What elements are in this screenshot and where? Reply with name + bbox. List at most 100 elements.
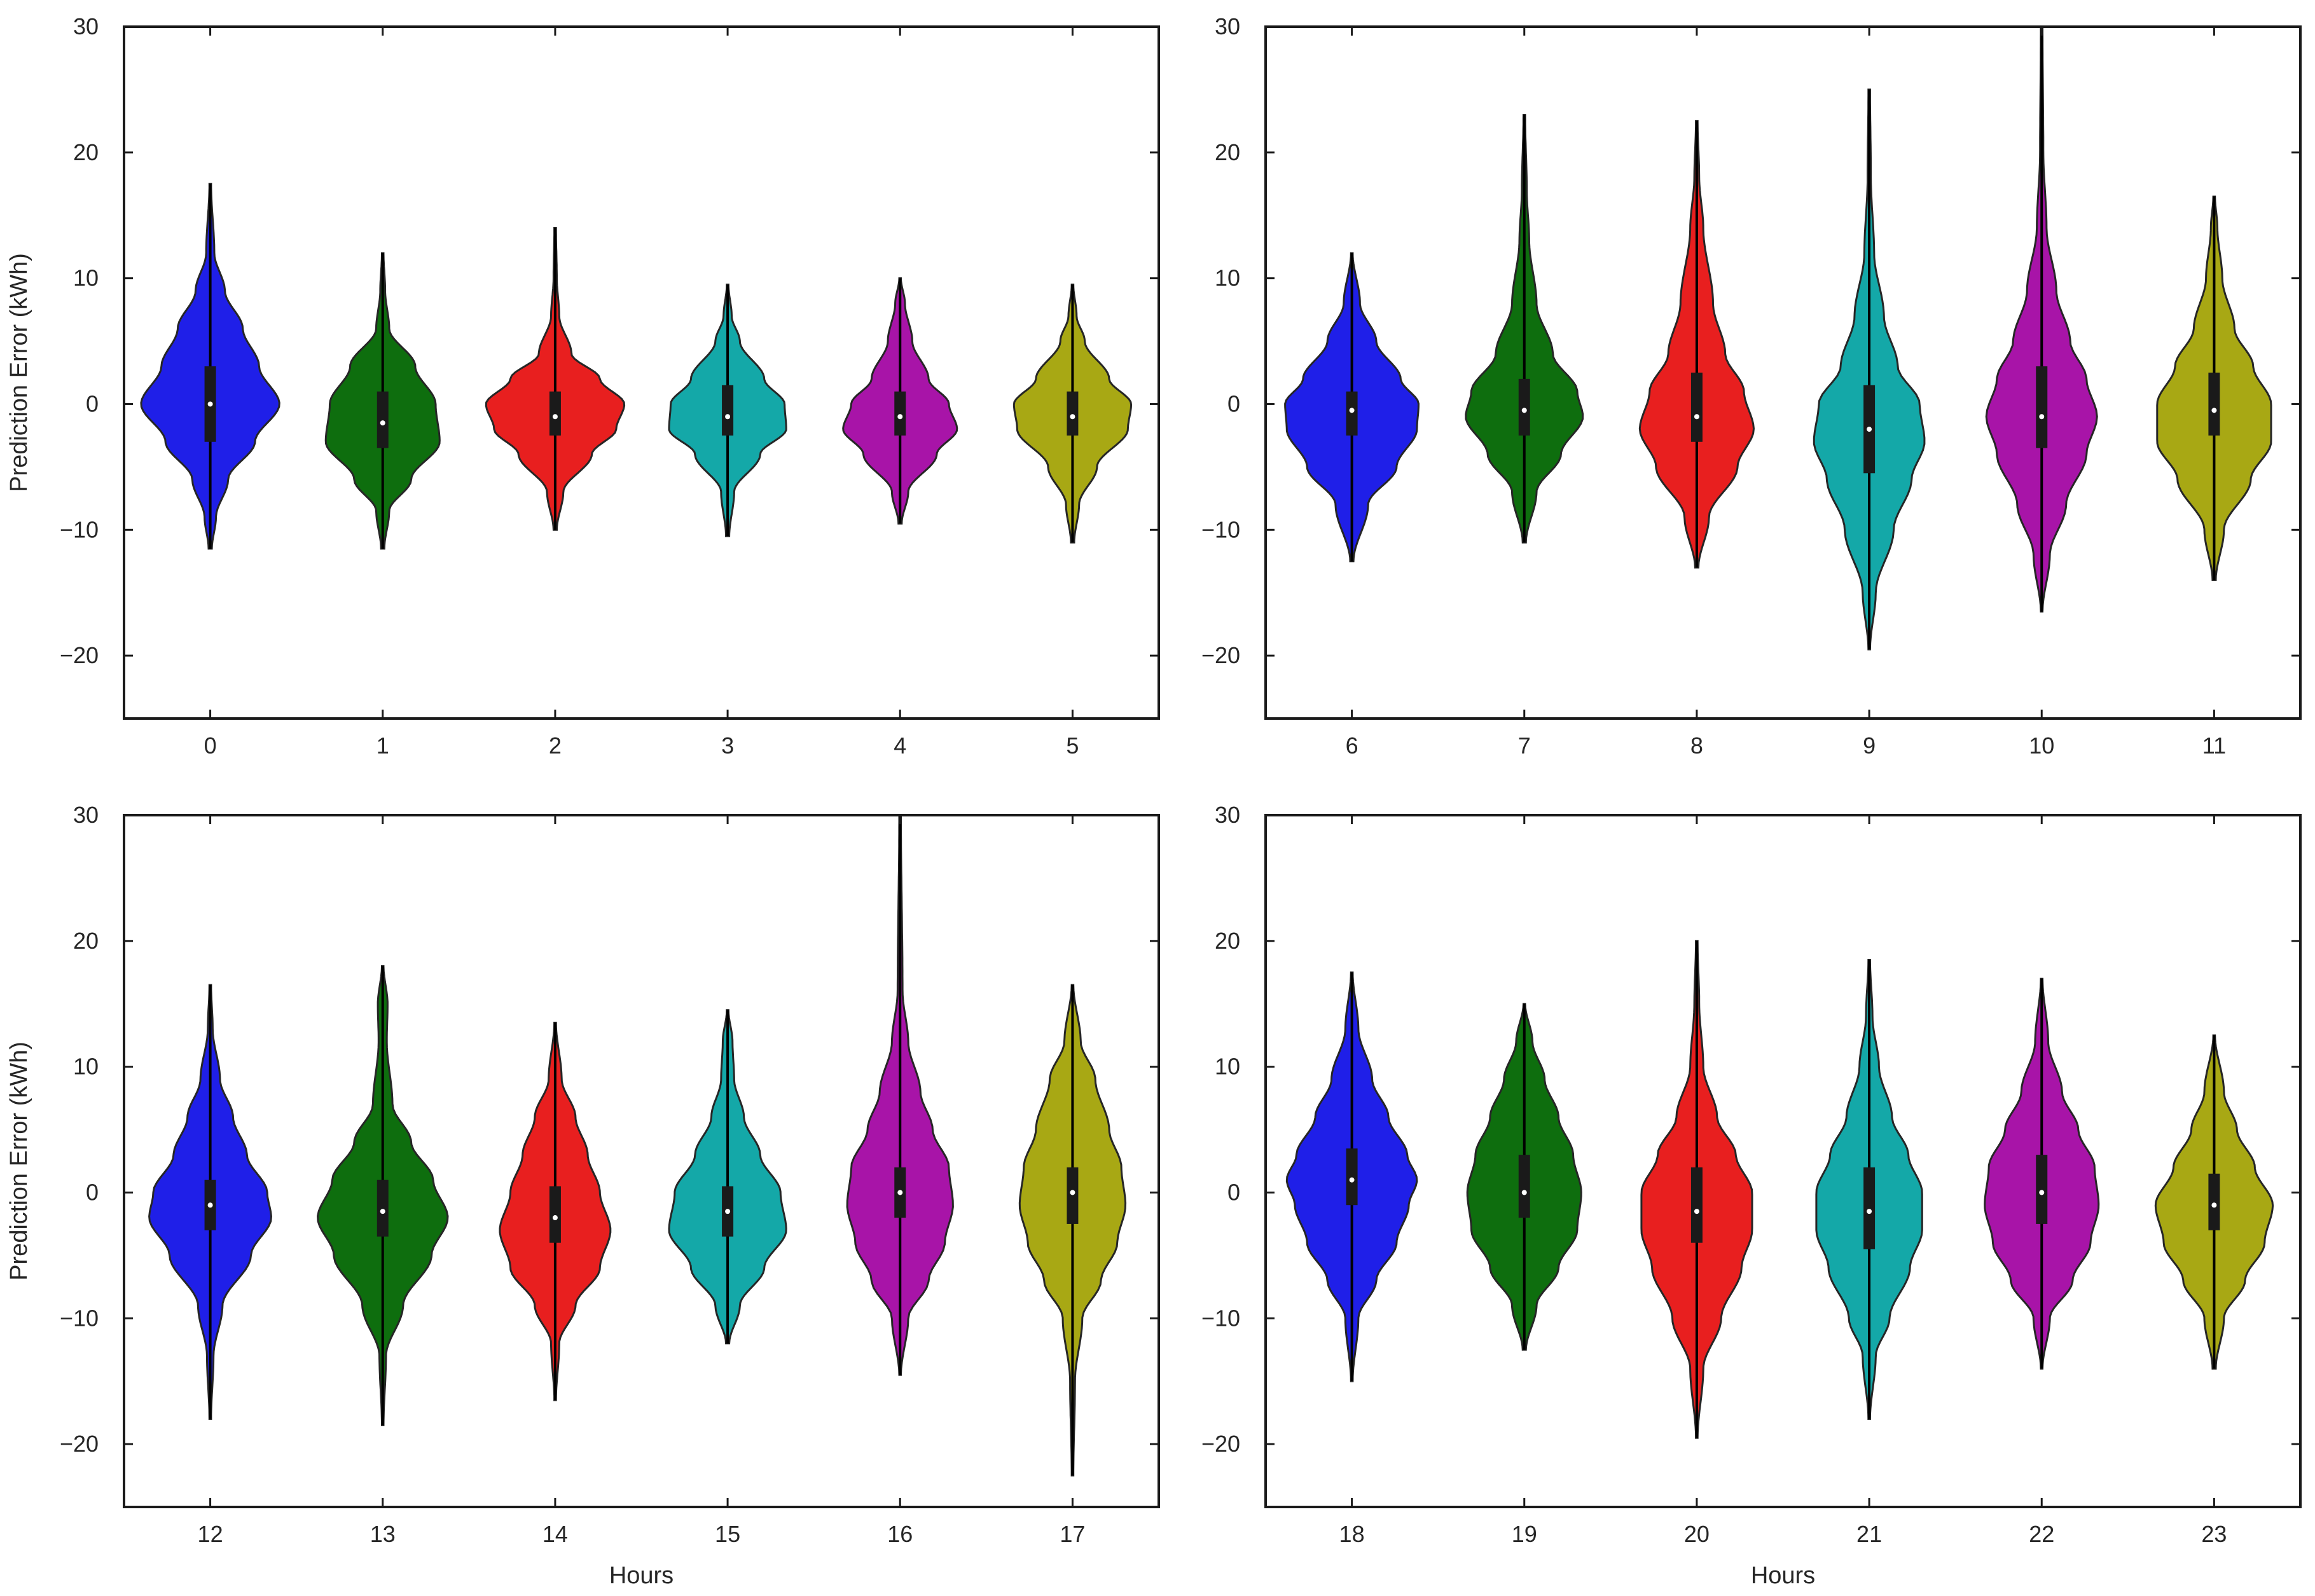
x-tick-label: 8: [1690, 733, 1703, 759]
median-dot-0: [207, 401, 213, 407]
plot-area: [124, 815, 1159, 1507]
median-dot-16: [897, 1190, 903, 1195]
plot-frame: [123, 25, 1160, 720]
iqr-box-21: [1863, 1167, 1876, 1249]
y-tick-label: 0: [86, 1179, 99, 1205]
panel-1: −20 −10 0 10 20 30 0 1 2 3 4 5 Prediction Error (kWh…: [6, 13, 1160, 759]
y-axis-label: Prediction Error (kWh): [6, 253, 32, 492]
y-tick-label: 10: [1215, 265, 1240, 291]
plot-area: [1266, 815, 2300, 1507]
y-tick-label: −10: [1201, 516, 1240, 542]
x-tick-label: 0: [204, 733, 217, 759]
y-tick-label: −20: [60, 1431, 99, 1457]
x-tick-label: 19: [1512, 1521, 1537, 1547]
x-tick-label: 3: [721, 733, 734, 759]
y-tick-label: 20: [1215, 139, 1240, 165]
median-dot-13: [380, 1209, 385, 1214]
x-tick-label: 23: [2201, 1521, 2227, 1547]
iqr-box-7: [1518, 378, 1530, 436]
x-tick-label: 5: [1066, 733, 1079, 759]
y-tick-label: 30: [1215, 13, 1240, 39]
median-dot-6: [1349, 408, 1355, 413]
panel-4: −20 −10 0 10 20 30 18 19 20 21 22 23 Hours: [1201, 802, 2302, 1589]
y-tick-label: 30: [73, 802, 99, 828]
median-dot-23: [2211, 1202, 2217, 1208]
plot-frame: [1264, 25, 2302, 720]
x-tick-label: 22: [2029, 1521, 2054, 1547]
iqr-box-5: [1067, 391, 1079, 436]
median-dot-15: [725, 1209, 731, 1214]
median-dot-21: [1867, 1209, 1872, 1214]
y-tick-label: −20: [1201, 642, 1240, 668]
panel-2: −20 −10 0 10 20 30 6 7 8 9 10 11: [1201, 13, 2302, 759]
y-tick-label: 10: [1215, 1054, 1240, 1080]
y-tick-label: 30: [73, 13, 99, 39]
y-tick-label: −10: [60, 516, 99, 542]
iqr-box-14: [549, 1186, 561, 1243]
iqr-box-18: [1346, 1148, 1358, 1206]
y-tick-label: −20: [60, 642, 99, 668]
y-tick-label: −20: [1201, 1431, 1240, 1457]
y-tick-label: −10: [60, 1305, 99, 1331]
x-tick-label: 7: [1518, 733, 1531, 759]
y-tick-label: 0: [86, 390, 99, 416]
median-dot-22: [2039, 1190, 2045, 1195]
x-tick-label: 9: [1863, 733, 1876, 759]
iqr-box-23: [2208, 1173, 2220, 1230]
median-dot-11: [2211, 408, 2217, 413]
y-tick-label: −10: [1201, 1305, 1240, 1331]
iqr-box-8: [1690, 373, 1703, 442]
x-tick-label: 21: [1856, 1521, 1882, 1547]
plot-frame: [123, 814, 1160, 1508]
iqr-box-22: [2036, 1155, 2048, 1224]
y-tick-label: 10: [73, 1054, 99, 1080]
iqr-box-11: [2208, 373, 2220, 436]
x-tick-label: 18: [1339, 1521, 1365, 1547]
iqr-box-20: [1690, 1167, 1703, 1243]
median-dot-7: [1521, 408, 1527, 413]
median-dot-1: [380, 420, 385, 426]
median-dot-19: [1521, 1190, 1527, 1195]
median-dot-2: [552, 414, 558, 420]
y-tick-label: 10: [73, 265, 99, 291]
y-tick-label: 20: [1215, 928, 1240, 954]
iqr-box-6: [1346, 391, 1358, 436]
median-dot-8: [1694, 414, 1699, 420]
x-tick-label: 13: [370, 1521, 396, 1547]
median-dot-14: [552, 1215, 558, 1221]
iqr-box-13: [377, 1180, 389, 1237]
median-dot-18: [1349, 1177, 1355, 1183]
x-tick-label: 14: [542, 1521, 568, 1547]
x-tick-label: 10: [2029, 733, 2054, 759]
y-tick-label: 20: [73, 928, 99, 954]
x-tick-label: 1: [377, 733, 389, 759]
iqr-box-10: [2036, 366, 2048, 448]
plot-area: [124, 27, 1159, 719]
median-dot-12: [207, 1202, 213, 1208]
x-axis-label: Hours: [609, 1562, 674, 1589]
x-axis-label: Hours: [1751, 1562, 1815, 1589]
iqr-box-3: [722, 385, 734, 436]
x-tick-label: 17: [1060, 1521, 1085, 1547]
iqr-box-17: [1067, 1167, 1079, 1224]
plot-area: [1266, 27, 2300, 719]
iqr-box-2: [549, 391, 561, 436]
median-dot-20: [1694, 1209, 1699, 1214]
median-dot-10: [2039, 414, 2045, 420]
median-dot-17: [1070, 1190, 1075, 1195]
panel-3: −20 −10 0 10 20 30 12 13 14 15 16 17 Prediction Erro…: [6, 802, 1160, 1589]
y-tick-label: 30: [1215, 802, 1240, 828]
x-tick-label: 4: [894, 733, 906, 759]
x-tick-label: 11: [2202, 733, 2226, 759]
x-tick-label: 16: [887, 1521, 913, 1547]
y-axis-label: Prediction Error (kWh): [6, 1042, 32, 1281]
y-tick-label: 20: [73, 139, 99, 165]
iqr-box-1: [377, 391, 389, 448]
median-dot-4: [897, 414, 903, 420]
y-tick-label: 0: [1227, 390, 1240, 416]
y-tick-label: 0: [1227, 1179, 1240, 1205]
plot-frame: [1264, 814, 2302, 1508]
x-tick-label: 6: [1346, 733, 1358, 759]
